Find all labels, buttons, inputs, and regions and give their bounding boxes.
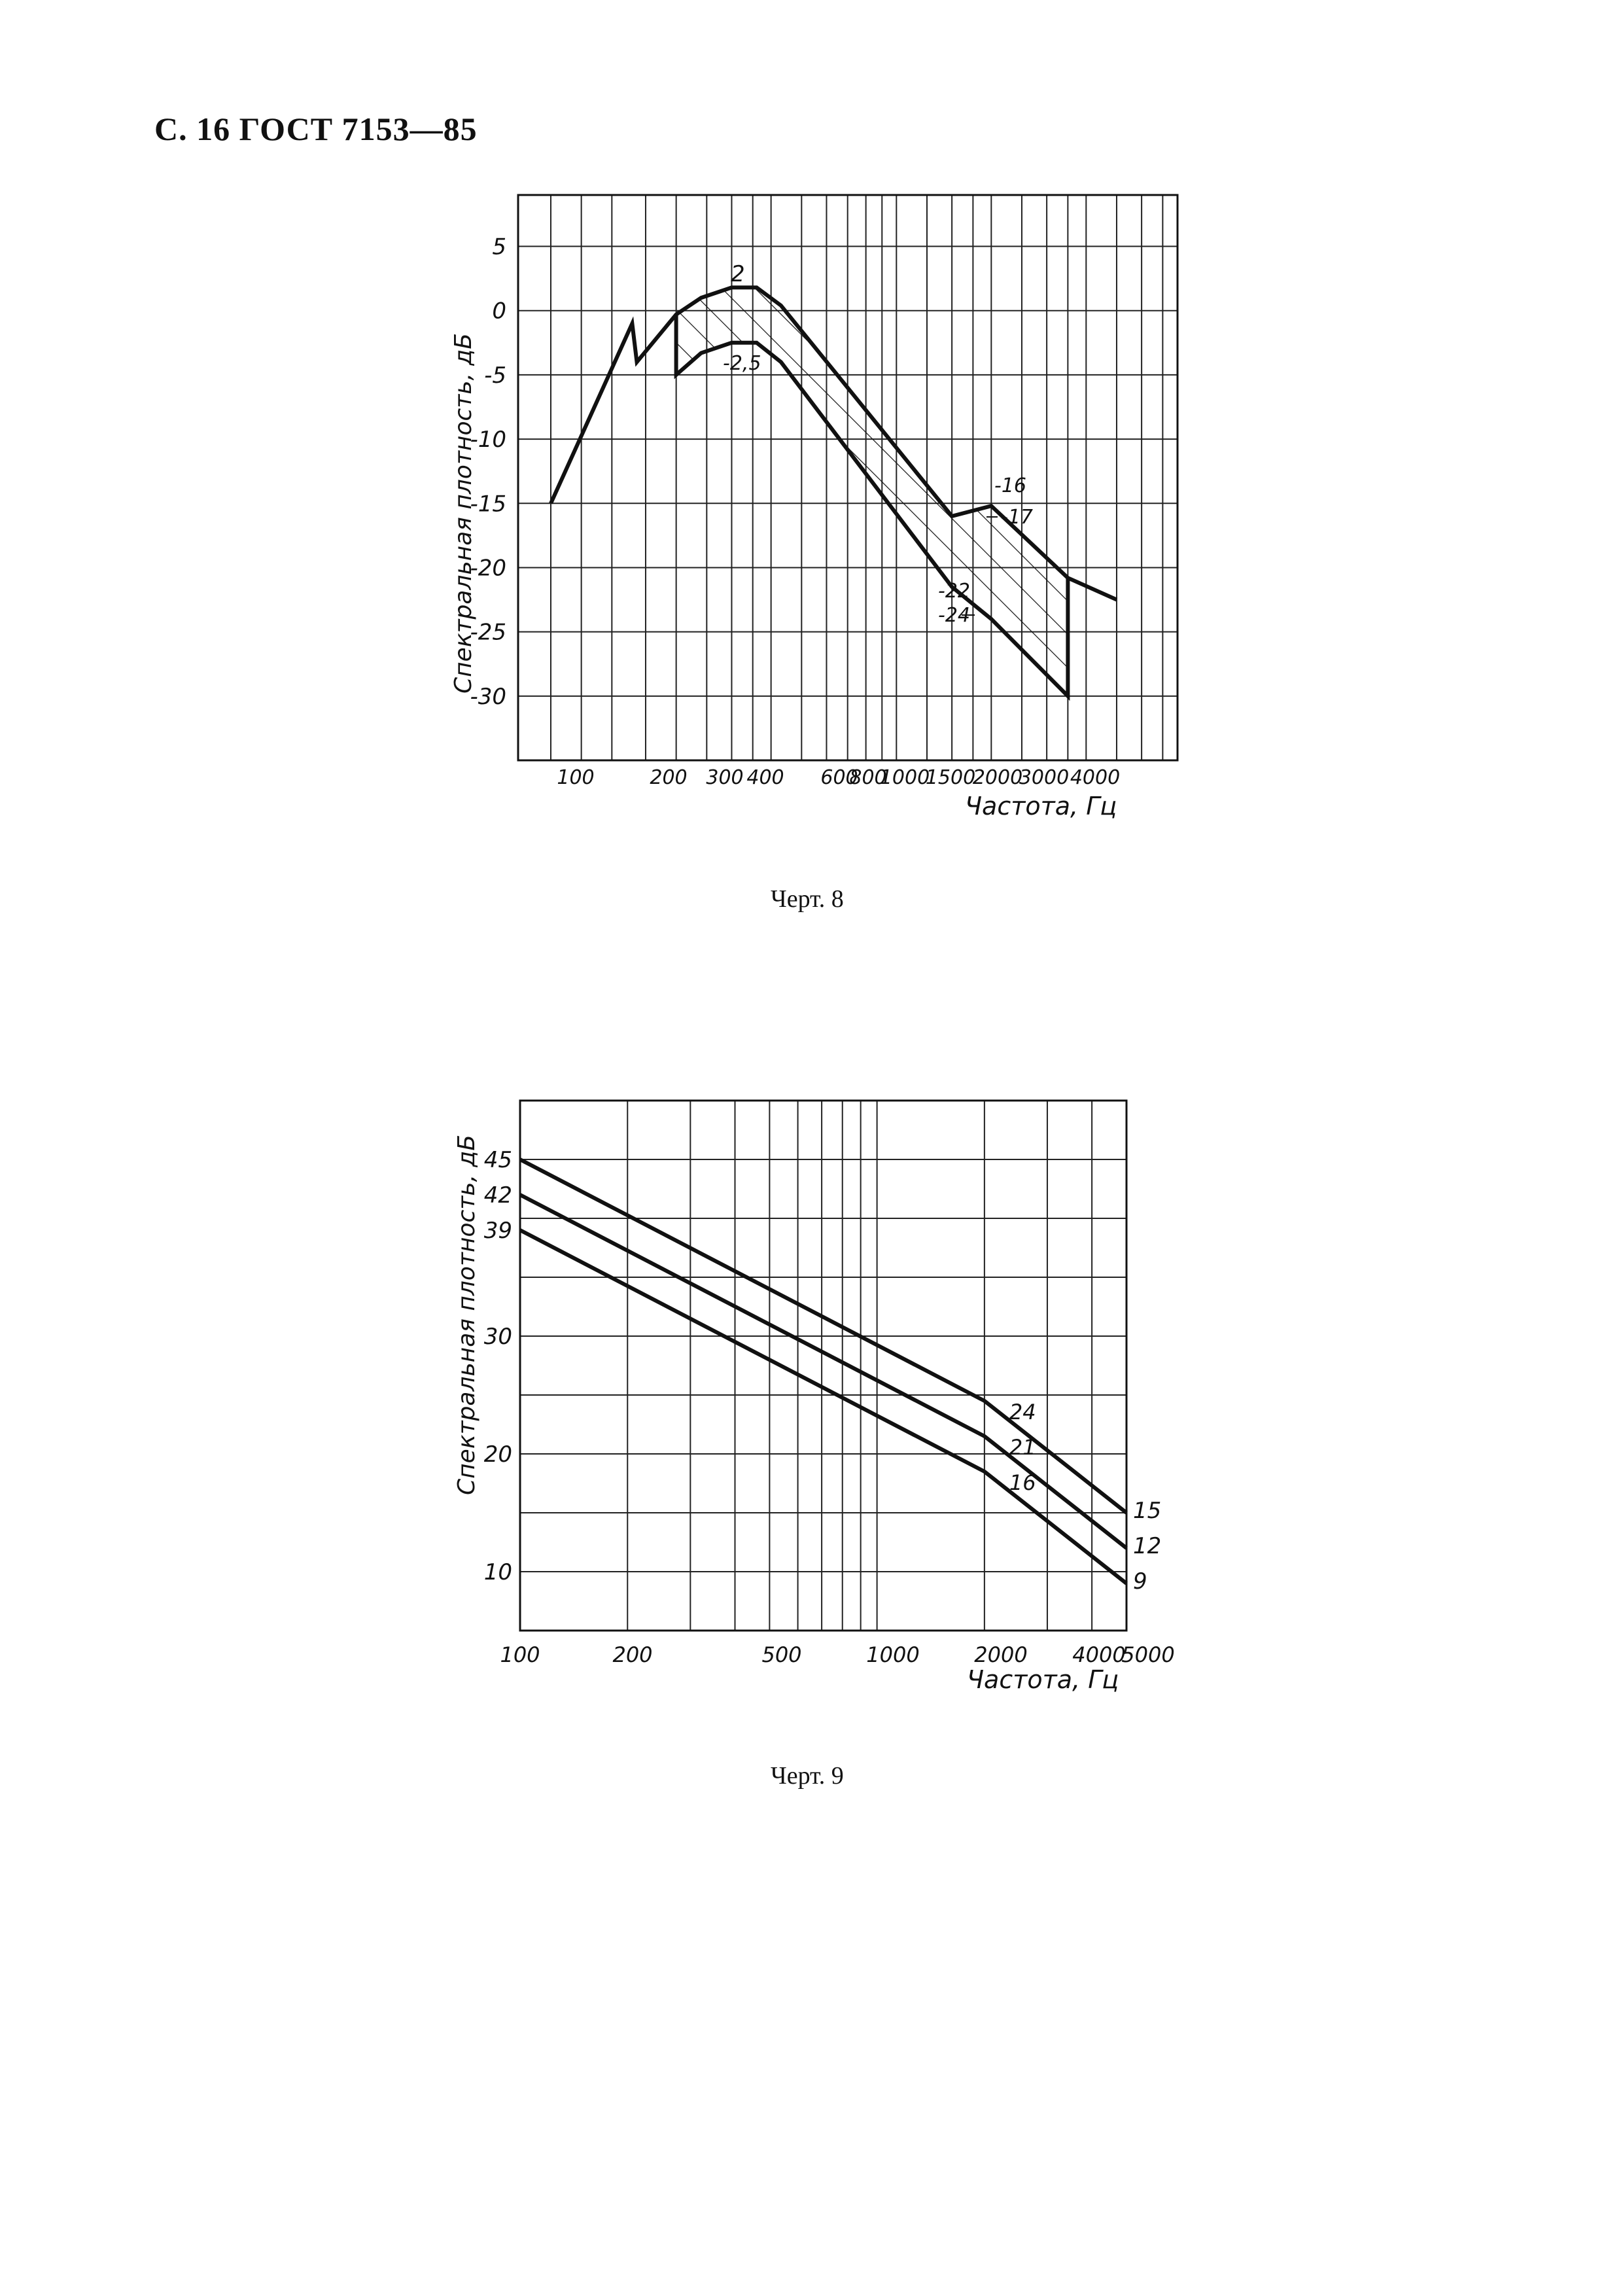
chart-9-frame bbox=[519, 1099, 1128, 1632]
chart-8-upper-boundary-line bbox=[549, 285, 1118, 602]
chart-9-y-tick-label: 10 bbox=[484, 1559, 512, 1585]
chart-9-x-tick-label: 4000 bbox=[1072, 1642, 1125, 1667]
chart-8-annotation-2: 2 bbox=[731, 261, 745, 287]
chart-8-annotation-minus-16: -16 bbox=[994, 474, 1026, 497]
chart-9-x-tick-label: 200 bbox=[612, 1642, 652, 1667]
chart-8-caption: Черт. 8 bbox=[771, 885, 844, 913]
chart-8-frame bbox=[517, 194, 1179, 762]
chart-8-hatched-band bbox=[676, 287, 1068, 696]
chart-9-series-labels: 24 15 21 12 16 9 bbox=[1009, 1400, 1161, 1595]
chart-9-x-axis-label: Частота, Гц bbox=[967, 1665, 1119, 1694]
chart-8-y-tick-labels: 5 0 -5 -10 -15 -20 -25 -30 bbox=[470, 234, 506, 710]
chart-9-y-tick-label: 45 bbox=[484, 1147, 512, 1173]
chart-8-x-tick-label: 2000 bbox=[973, 766, 1022, 789]
chart-9-series-line bbox=[519, 1228, 1128, 1585]
chart-9-series-mid-label: 24 bbox=[1009, 1400, 1036, 1424]
chart-9-y-axis-label: Спектральная плотность, дБ bbox=[453, 1135, 480, 1495]
chart-8-x-tick-label: 1500 bbox=[926, 766, 975, 789]
page-header: С. 16 ГОСТ 7153—85 bbox=[154, 111, 478, 147]
chart-9-series-end-label: 15 bbox=[1133, 1498, 1161, 1524]
chart-8-grid bbox=[517, 194, 1179, 762]
chart-8-y-tick-label: -10 bbox=[470, 427, 506, 453]
chart-8-x-axis-label: Частота, Гц bbox=[965, 792, 1117, 821]
chart-9-x-tick-label: 100 bbox=[500, 1642, 540, 1667]
chart-9-y-tick-label: 42 bbox=[484, 1182, 512, 1209]
chart-8-y-axis-label: Спектральная плотность, дБ bbox=[450, 333, 477, 694]
chart-8-x-tick-label: 4000 bbox=[1070, 766, 1120, 789]
chart-9-y-tick-label: 39 bbox=[484, 1218, 512, 1244]
chart-9-series-mid-label: 16 bbox=[1009, 1470, 1036, 1495]
chart-9-x-tick-label: 5000 bbox=[1121, 1642, 1174, 1667]
chart-8-lower-boundary-line bbox=[674, 314, 1070, 701]
chart-8-y-tick-label: -20 bbox=[470, 555, 506, 581]
chart-9-caption: Черт. 9 bbox=[771, 1762, 844, 1790]
chart-8-x-tick-label: 100 bbox=[557, 766, 594, 789]
chart-9-series-mid-label: 21 bbox=[1009, 1435, 1036, 1460]
chart-9-series-lines bbox=[519, 1157, 1128, 1585]
chart-8-y-tick-label: -15 bbox=[470, 491, 506, 517]
chart-8-annotation-minus-2-5: -2,5 bbox=[723, 352, 761, 375]
chart-9-series-end-label: 9 bbox=[1133, 1568, 1147, 1595]
chart-8-y-tick-label: -25 bbox=[470, 620, 506, 646]
chart-8-x-tick-label: 600 bbox=[820, 766, 858, 789]
chart-9-grid bbox=[519, 1099, 1128, 1632]
chart-8-y-tick-label: -30 bbox=[470, 684, 506, 710]
chart-8-y-tick-label: -5 bbox=[484, 362, 506, 389]
chart-8-x-tick-label: 3000 bbox=[1019, 766, 1069, 789]
chart-9-y-tick-label: 30 bbox=[484, 1324, 512, 1350]
chart-9-series-line bbox=[519, 1157, 1128, 1515]
chart-8-x-tick-label: 300 bbox=[706, 766, 743, 789]
chart-9-y-tick-labels: 45 42 39 30 20 10 bbox=[484, 1147, 512, 1585]
chart-9-x-tick-label: 500 bbox=[761, 1642, 801, 1667]
chart-8-annotation-minus-17: -17 bbox=[1001, 506, 1033, 529]
chart-8-x-tick-label: 200 bbox=[650, 766, 687, 789]
chart-8-annotation-minus-22: -22 bbox=[938, 580, 970, 603]
chart-9-x-tick-label: 2000 bbox=[974, 1642, 1027, 1667]
chart-9-series-end-label: 12 bbox=[1133, 1533, 1161, 1559]
chart-8-y-tick-label: 0 bbox=[492, 298, 506, 325]
chart-8-x-tick-label: 400 bbox=[746, 766, 784, 789]
chart-9-series-line bbox=[519, 1193, 1128, 1550]
chart-9-y-tick-label: 20 bbox=[484, 1441, 512, 1468]
chart-9-x-tick-label: 1000 bbox=[866, 1642, 919, 1667]
chart-8-x-tick-label: 800 bbox=[849, 766, 886, 789]
chart-8: 5 0 -5 -10 -15 -20 -25 -30 100 200 300 400 60080010… bbox=[450, 194, 1179, 821]
chart-8-y-tick-label: 5 bbox=[492, 234, 506, 260]
chart-8-x-tick-label: 1000 bbox=[880, 766, 930, 789]
